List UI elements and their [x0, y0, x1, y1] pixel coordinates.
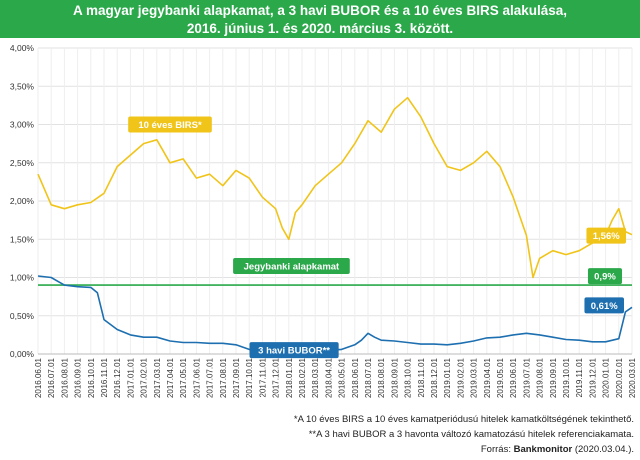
base-rate-end-value-label: 0,9%: [594, 272, 616, 283]
x-tick-label: 2018.07.01: [364, 357, 373, 398]
y-tick-label: 3,50%: [10, 81, 35, 91]
x-tick-label: 2016.08.01: [60, 357, 69, 398]
birs-end-value-label: 1,56%: [593, 231, 620, 242]
x-tick-label: 2016.10.01: [87, 357, 96, 398]
x-tick-label: 2019.09.01: [549, 357, 558, 398]
y-tick-label: 0,50%: [10, 311, 35, 321]
series-labels: 10 éves BIRS* Jegybanki alapkamat 3 havi B…: [128, 116, 626, 359]
source-brand: Bankmonitor: [513, 444, 573, 455]
x-tick-label: 2019.11.01: [575, 357, 584, 397]
x-tick-label: 2018.06.01: [351, 357, 360, 398]
x-tick-label: 2018.09.01: [390, 357, 399, 398]
x-tick-label: 2019.02.01: [456, 357, 465, 398]
x-tick-label: 2017.03.01: [153, 357, 162, 398]
y-tick-label: 3,00%: [10, 120, 35, 130]
x-tick-label: 2018.02.01: [298, 357, 307, 398]
source-line: Forrás: Bankmonitor (2020.03.04.).: [294, 442, 634, 457]
x-tick-label: 2020.02.01: [615, 357, 624, 398]
x-tick-label: 2020.03.01: [628, 357, 637, 398]
base-rate-series-label: Jegybanki alapkamat: [244, 262, 340, 273]
x-tick-label: 2017.02.01: [140, 357, 149, 398]
birs-series-label-box: [128, 116, 212, 133]
bubor-series-label-box: [249, 342, 339, 359]
y-axis-ticks: 0,00% 0,50% 1,00% 1,50% 2,00% 2,50% 3,00% 3,50%…: [10, 43, 35, 359]
birs-end-value-label-box: [586, 227, 626, 244]
series-lines: [37, 96, 633, 353]
source-prefix: Forrás:: [480, 444, 514, 455]
bubor-end-value-label: 0,61%: [591, 301, 618, 312]
x-tick-label: 2018.11.01: [417, 357, 426, 397]
x-tick-label: 2016.12.01: [113, 357, 122, 398]
series-line: [37, 96, 633, 279]
x-tick-label: 2018.03.01: [311, 357, 320, 398]
x-tick-label: 2016.11.01: [100, 357, 109, 397]
x-tick-label: 2017.09.01: [232, 357, 241, 398]
x-tick-label: 2017.07.01: [206, 357, 215, 398]
x-tick-label: 2018.01.01: [285, 357, 294, 398]
base-rate-series-label-box: [233, 258, 350, 275]
x-tick-label: 2019.04.01: [483, 357, 492, 398]
x-tick-label: 2017.08.01: [219, 357, 228, 398]
x-tick-label: 2017.10.01: [245, 357, 254, 398]
bubor-end-value-label-box: [584, 297, 624, 314]
y-tick-label: 0,00%: [10, 349, 35, 359]
x-tick-label: 2019.05.01: [496, 357, 505, 398]
chart-title-band: A magyar jegybanki alapkamat, a 3 havi B…: [0, 0, 640, 38]
x-tick-label: 2017.01.01: [126, 357, 135, 398]
grid-lines: [37, 47, 633, 355]
x-tick-label: 2017.05.01: [179, 357, 188, 398]
x-tick-label: 2016.09.01: [74, 357, 83, 398]
x-tick-label: 2020.01.01: [602, 357, 611, 398]
x-tick-label: 2018.08.01: [377, 357, 386, 398]
x-tick-label: 2019.01.01: [443, 357, 452, 398]
base-rate-end-value-label-box: [587, 268, 622, 285]
x-tick-label: 2019.07.01: [522, 357, 531, 398]
x-tick-label: 2016.07.01: [47, 357, 56, 398]
rates-line-chart: 0,00% 0,50% 1,00% 1,50% 2,00% 2,50% 3,00% 3,50%…: [10, 43, 637, 398]
x-tick-label: 2019.10.01: [562, 357, 571, 398]
x-tick-label: 2016.06.01: [34, 357, 43, 398]
x-tick-label: 2017.11.01: [258, 357, 267, 397]
x-tick-label: 2018.04.01: [324, 357, 333, 398]
y-tick-label: 1,50%: [10, 234, 35, 244]
y-tick-label: 4,00%: [10, 43, 35, 53]
y-tick-label: 1,00%: [10, 273, 35, 283]
x-tick-label: 2018.12.01: [430, 357, 439, 398]
x-tick-label: 2017.12.01: [272, 357, 281, 398]
x-tick-label: 2019.03.01: [470, 357, 479, 398]
y-tick-label: 2,00%: [10, 196, 35, 206]
x-tick-label: 2019.08.01: [536, 357, 545, 398]
x-tick-label: 2018.10.01: [404, 357, 413, 398]
chart-title-line-1: A magyar jegybanki alapkamat, a 3 havi B…: [73, 3, 567, 18]
source-suffix: (2020.03.04.).: [572, 444, 634, 455]
x-tick-label: 2018.05.01: [338, 357, 347, 398]
footnotes: *A 10 éves BIRS a 10 éves kamatperiódusú…: [294, 412, 634, 457]
series-line: [37, 275, 633, 353]
x-tick-label: 2019.06.01: [509, 357, 518, 398]
y-tick-label: 2,50%: [10, 158, 35, 168]
footnote-bubor: **A 3 havi BUBOR a 3 havonta változó kam…: [308, 429, 634, 440]
footnote-birs: *A 10 éves BIRS a 10 éves kamatperiódusú…: [293, 414, 634, 425]
x-tick-label: 2019.12.01: [588, 357, 597, 398]
x-axis-ticks: 2016.06.01 2016.07.01 2016.08.01 2016.09.01…: [34, 357, 637, 398]
x-tick-label: 2017.04.01: [166, 357, 175, 398]
bubor-series-label: 3 havi BUBOR**: [258, 346, 330, 357]
x-tick-label: 2017.06.01: [192, 357, 201, 398]
birs-series-label: 10 éves BIRS*: [138, 120, 202, 131]
chart-title-line-2: 2016. június 1. és 2020. március 3. közö…: [186, 21, 454, 36]
